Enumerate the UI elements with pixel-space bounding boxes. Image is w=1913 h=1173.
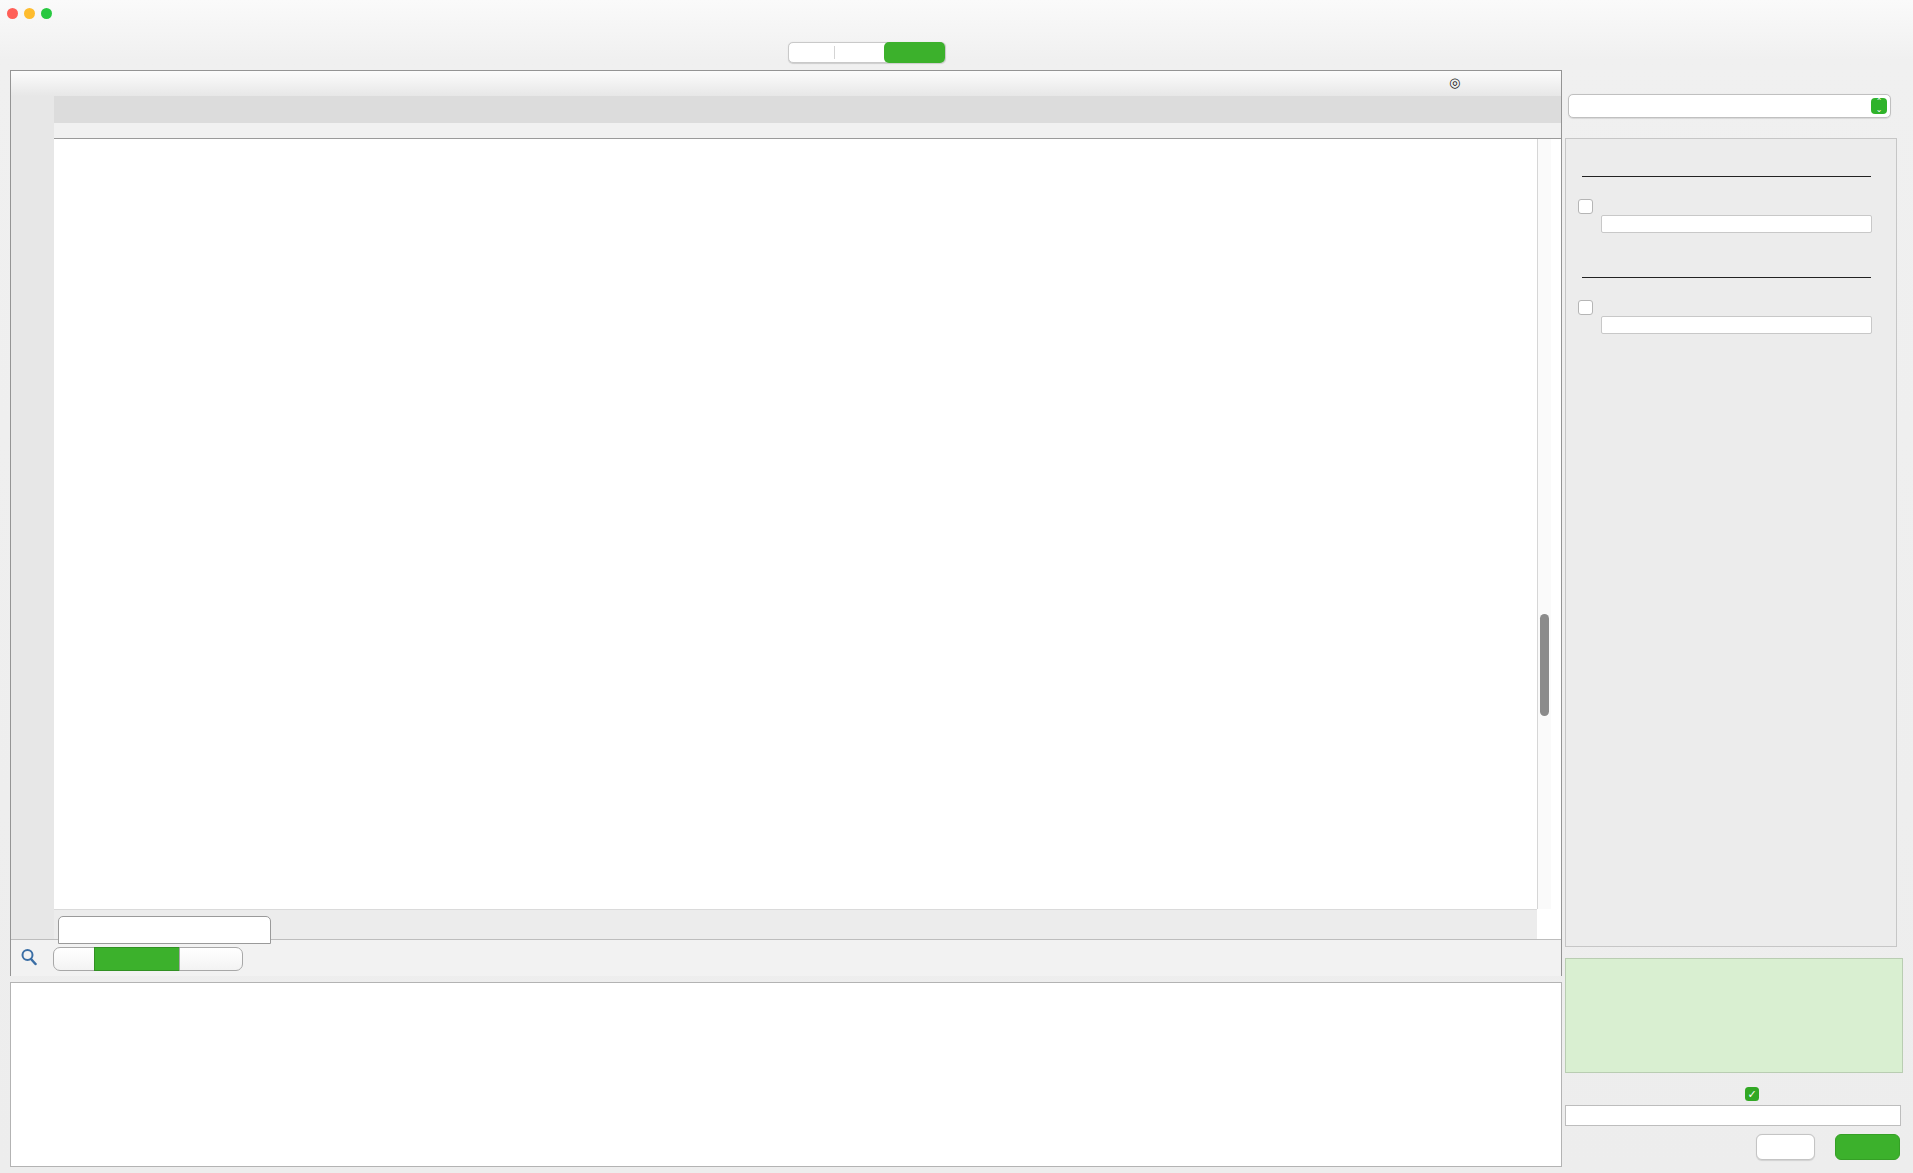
scrollbar-thumb[interactable] xyxy=(1540,614,1549,716)
cancel-button[interactable] xyxy=(1756,1134,1815,1160)
vertical-scrollbar[interactable] xyxy=(1537,139,1552,909)
ruler-band xyxy=(54,123,1561,139)
sequence-panel: ◎ xyxy=(10,70,1562,976)
zoom-button[interactable] xyxy=(41,8,52,19)
cloning-diagram-box xyxy=(10,982,1562,1167)
ready-box xyxy=(1565,958,1903,1073)
clone-sources-box xyxy=(1565,138,1897,947)
cloning-dialog: ◎ xyxy=(0,0,1913,1173)
tab-vector[interactable] xyxy=(789,43,833,62)
cutters-overlay xyxy=(58,916,271,944)
overview-band xyxy=(54,96,1561,123)
scrollbar-gutter xyxy=(1551,139,1561,909)
fragment-underline xyxy=(1582,277,1871,278)
fragment-file-input[interactable] xyxy=(1601,316,1872,334)
panel-footer xyxy=(11,939,1561,976)
target-icon: ◎ xyxy=(1449,75,1460,90)
close-button[interactable] xyxy=(7,8,18,19)
minimize-button[interactable] xyxy=(24,8,35,19)
tab-enzymes[interactable] xyxy=(179,947,243,971)
vector-underline xyxy=(1582,176,1871,177)
titlebar xyxy=(0,0,1913,28)
dropdown-stepper-icon: ⌃⌄ xyxy=(1871,98,1887,114)
close-window-checkbox[interactable]: ✓ xyxy=(1745,1087,1759,1101)
strain-dropdown[interactable]: ⌃⌄ xyxy=(1568,94,1891,118)
clone-button[interactable] xyxy=(1835,1134,1900,1160)
vector-file-input[interactable] xyxy=(1601,215,1872,233)
product-filename-input[interactable] xyxy=(1565,1105,1901,1126)
tab-map[interactable] xyxy=(53,947,96,971)
view-tabs xyxy=(788,42,946,63)
canvas-bottom-strip xyxy=(54,909,1537,940)
side-toolbar xyxy=(11,96,55,975)
fragment-make-file-checkbox[interactable] xyxy=(1578,300,1593,315)
tab-sequence[interactable] xyxy=(94,947,181,971)
sequence-canvas xyxy=(54,139,1537,909)
tab-fragment[interactable] xyxy=(835,43,884,62)
panel-header: ◎ xyxy=(11,71,1561,97)
tab-product[interactable] xyxy=(884,42,945,63)
vector-make-file-checkbox[interactable] xyxy=(1578,199,1593,214)
search-icon[interactable] xyxy=(20,948,38,966)
